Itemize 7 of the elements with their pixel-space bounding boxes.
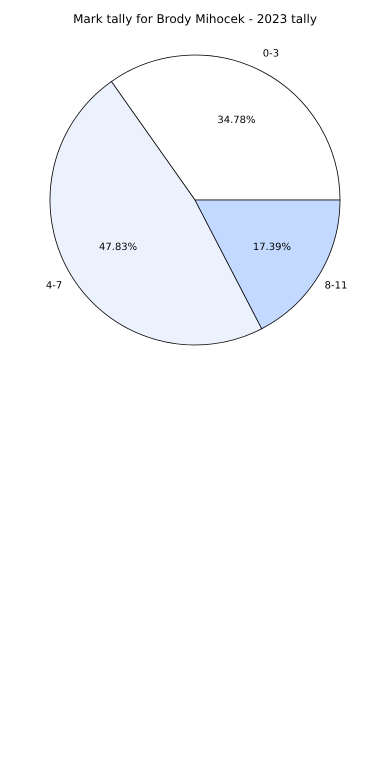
- data-label: 17.39%: [252, 242, 291, 253]
- chart-title: Mark tally for Brody Mihocek - 2023 tally: [73, 12, 317, 26]
- slice-label: 0-3: [262, 48, 280, 60]
- data-label: 34.78%: [217, 115, 256, 126]
- slice-label: 8-11: [324, 280, 348, 292]
- data-label: 47.83%: [99, 242, 138, 253]
- slice-label: 4-7: [46, 280, 62, 292]
